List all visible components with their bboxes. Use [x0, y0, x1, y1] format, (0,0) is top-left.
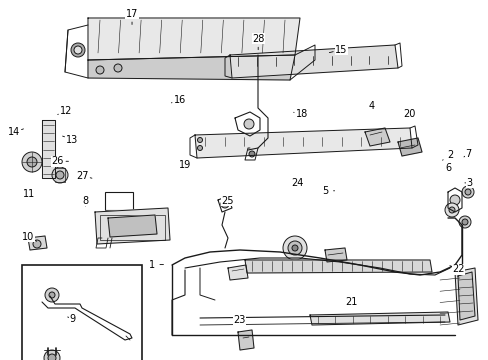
Circle shape: [74, 46, 82, 54]
Polygon shape: [457, 272, 474, 320]
Circle shape: [458, 216, 470, 228]
Text: 23: 23: [233, 315, 245, 325]
Polygon shape: [195, 128, 411, 158]
Polygon shape: [238, 330, 253, 350]
Polygon shape: [229, 45, 397, 78]
Polygon shape: [88, 55, 294, 80]
Text: 10: 10: [22, 232, 35, 242]
Circle shape: [287, 241, 302, 255]
Text: 27: 27: [76, 171, 88, 181]
Text: 22: 22: [451, 264, 464, 274]
Text: 6: 6: [445, 163, 451, 174]
Text: 2: 2: [446, 150, 452, 160]
Text: 28: 28: [251, 34, 264, 44]
Text: 14: 14: [7, 127, 20, 138]
Polygon shape: [28, 236, 47, 250]
Polygon shape: [397, 138, 421, 156]
Circle shape: [283, 236, 306, 260]
Text: 24: 24: [290, 178, 303, 188]
Text: 18: 18: [295, 109, 308, 120]
Circle shape: [44, 350, 60, 360]
Circle shape: [114, 64, 122, 72]
Circle shape: [48, 354, 56, 360]
Text: 25: 25: [221, 196, 233, 206]
Circle shape: [96, 66, 104, 74]
Bar: [100, 215, 164, 240]
Circle shape: [197, 138, 202, 143]
Polygon shape: [454, 268, 477, 325]
Text: 1: 1: [148, 260, 154, 270]
Polygon shape: [95, 208, 170, 244]
Circle shape: [49, 292, 55, 298]
Polygon shape: [42, 120, 55, 178]
Circle shape: [244, 119, 253, 129]
Circle shape: [27, 157, 37, 167]
Polygon shape: [309, 312, 449, 325]
Circle shape: [221, 200, 228, 208]
Circle shape: [449, 195, 459, 205]
Text: 13: 13: [66, 135, 79, 145]
Text: 26: 26: [51, 156, 64, 166]
Text: 4: 4: [368, 101, 374, 111]
Polygon shape: [227, 265, 247, 280]
Text: 12: 12: [60, 106, 72, 116]
Bar: [22, 265, 142, 360]
Text: 11: 11: [23, 189, 36, 199]
Text: 20: 20: [403, 109, 415, 120]
Circle shape: [461, 219, 467, 225]
Text: 3: 3: [466, 178, 471, 188]
Circle shape: [248, 151, 254, 157]
Circle shape: [33, 240, 41, 248]
Text: 5: 5: [322, 186, 327, 196]
Text: 19: 19: [178, 160, 191, 170]
Text: 9: 9: [69, 314, 75, 324]
Circle shape: [291, 245, 297, 251]
Circle shape: [22, 152, 42, 172]
Polygon shape: [364, 128, 389, 146]
Text: 15: 15: [334, 45, 347, 55]
Circle shape: [444, 203, 458, 217]
Circle shape: [56, 171, 64, 179]
Polygon shape: [88, 18, 299, 60]
Circle shape: [52, 167, 68, 183]
Bar: [105, 192, 133, 210]
Circle shape: [464, 189, 470, 195]
Text: 21: 21: [344, 297, 357, 307]
Circle shape: [71, 43, 85, 57]
Text: 8: 8: [82, 196, 88, 206]
Text: 17: 17: [125, 9, 138, 19]
Polygon shape: [244, 260, 431, 273]
Text: 16: 16: [173, 95, 186, 105]
Circle shape: [197, 145, 202, 150]
Polygon shape: [325, 248, 346, 262]
Polygon shape: [108, 215, 157, 237]
Circle shape: [45, 288, 59, 302]
Circle shape: [448, 207, 454, 213]
Circle shape: [461, 186, 473, 198]
Text: 7: 7: [465, 149, 470, 159]
